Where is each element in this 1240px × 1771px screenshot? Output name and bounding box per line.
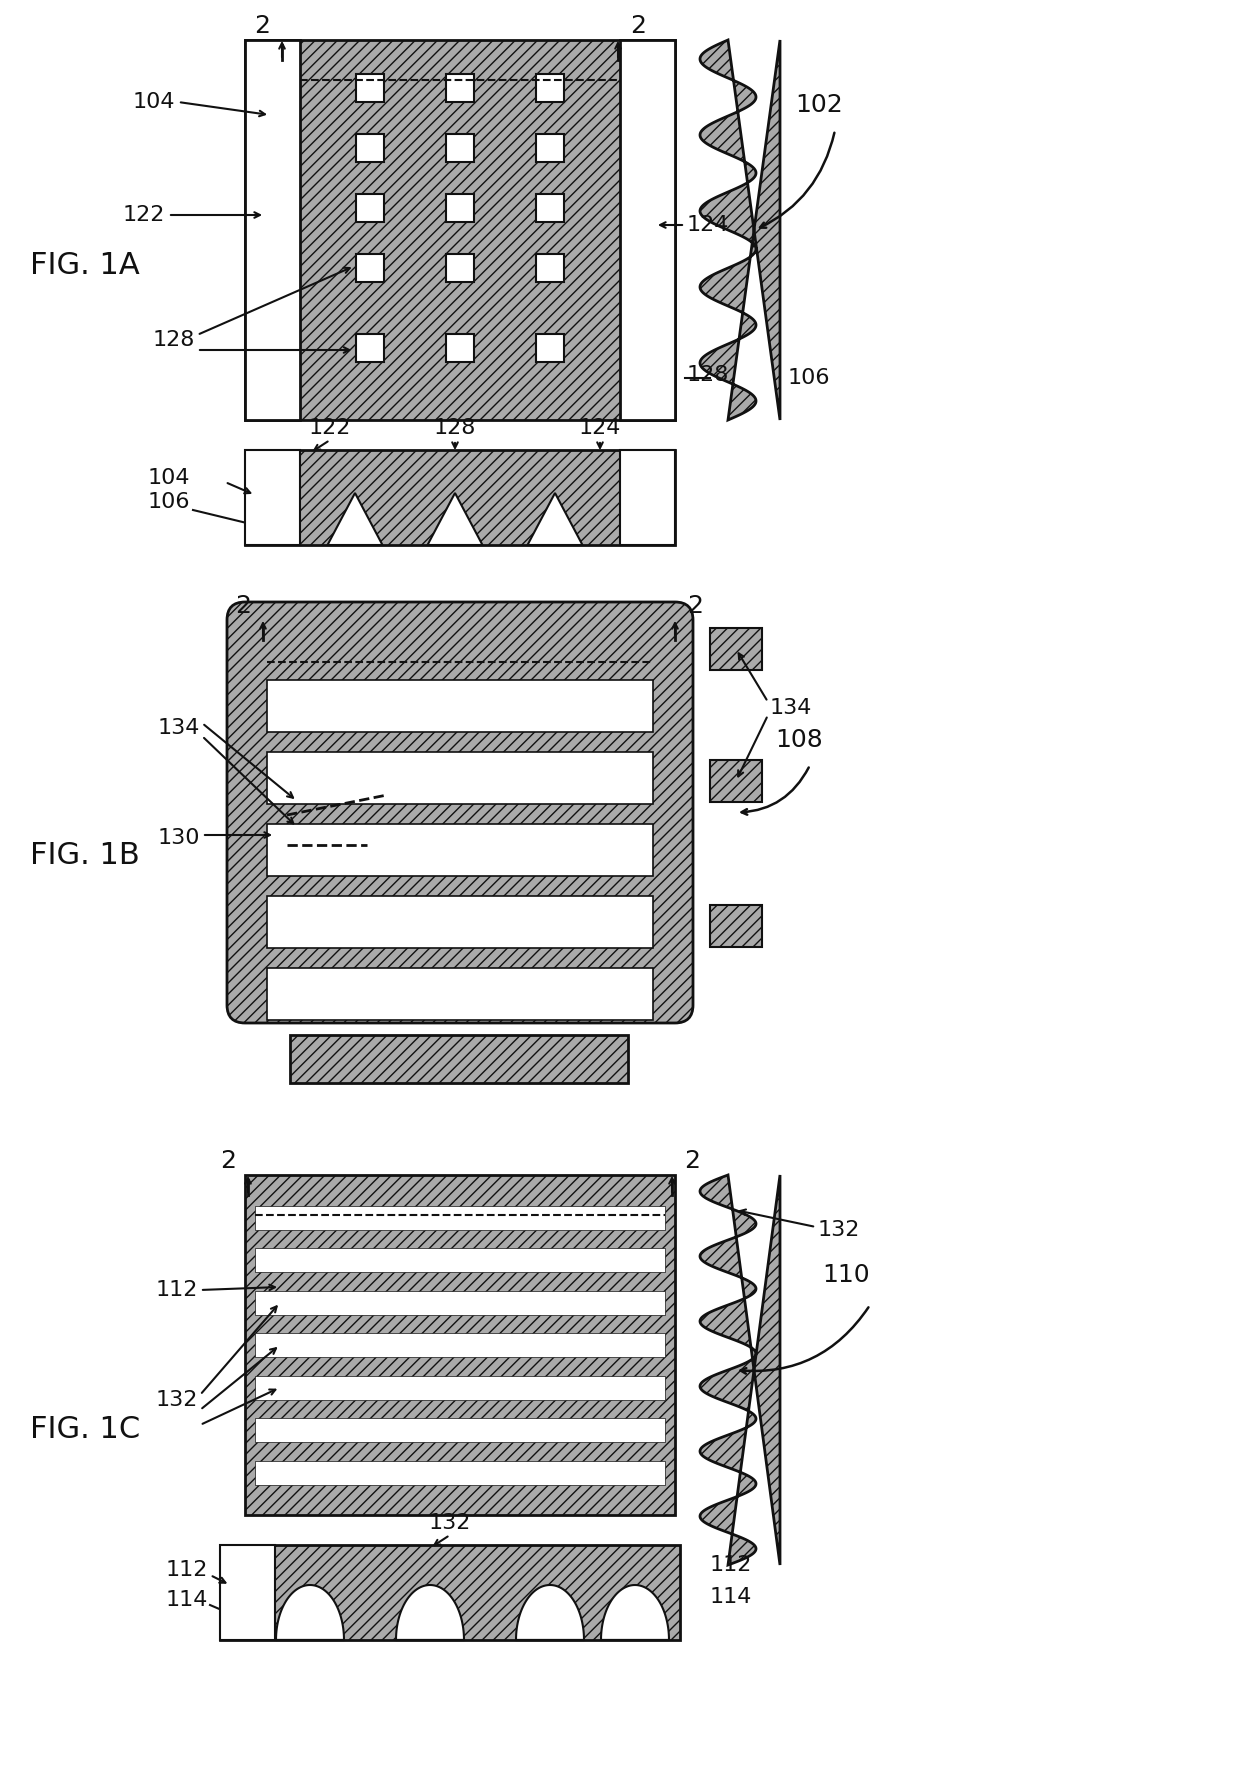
Text: 128: 128 <box>687 365 729 384</box>
Text: 104: 104 <box>148 468 190 489</box>
Text: 132: 132 <box>429 1512 471 1534</box>
Bar <box>219 1544 275 1640</box>
Bar <box>255 1206 665 1229</box>
Bar <box>446 195 474 221</box>
Bar <box>711 629 763 669</box>
Text: 102: 102 <box>795 94 843 117</box>
Polygon shape <box>701 1174 780 1566</box>
Text: 124: 124 <box>579 418 621 437</box>
Text: 104: 104 <box>133 92 175 112</box>
Bar <box>246 450 300 545</box>
Bar <box>446 135 474 161</box>
Bar <box>290 1034 627 1084</box>
Text: 112: 112 <box>156 1280 198 1300</box>
Bar <box>267 680 653 731</box>
Polygon shape <box>396 1585 464 1640</box>
Bar <box>246 41 675 420</box>
Text: 112: 112 <box>711 1555 753 1574</box>
Bar <box>446 74 474 103</box>
Bar <box>356 195 384 221</box>
Bar <box>267 824 653 877</box>
Bar <box>536 253 564 282</box>
Bar <box>246 450 675 545</box>
Bar <box>267 969 653 1020</box>
Bar <box>711 760 763 802</box>
Text: 108: 108 <box>775 728 823 753</box>
Bar <box>246 41 300 420</box>
Polygon shape <box>277 1585 343 1640</box>
Bar <box>356 335 384 361</box>
Polygon shape <box>327 492 382 545</box>
Text: 2: 2 <box>684 1149 701 1172</box>
Polygon shape <box>527 492 583 545</box>
Bar <box>536 335 564 361</box>
Bar <box>620 450 675 545</box>
Bar <box>246 1174 675 1514</box>
Bar <box>255 1291 665 1314</box>
Text: 134: 134 <box>157 717 200 739</box>
Bar <box>255 1419 665 1442</box>
Bar <box>620 41 675 420</box>
Polygon shape <box>428 492 482 545</box>
Bar <box>536 74 564 103</box>
Text: FIG. 1C: FIG. 1C <box>30 1415 140 1445</box>
Bar <box>255 1376 665 1399</box>
Text: 106: 106 <box>787 368 831 388</box>
Text: 110: 110 <box>822 1263 869 1288</box>
Text: 122: 122 <box>123 205 165 225</box>
Text: 132: 132 <box>818 1220 861 1240</box>
Text: 124: 124 <box>687 214 729 236</box>
Text: 112: 112 <box>166 1560 208 1580</box>
Polygon shape <box>701 41 780 420</box>
Bar <box>536 135 564 161</box>
Bar <box>255 1461 665 1484</box>
Text: 2: 2 <box>630 14 646 37</box>
Bar <box>446 253 474 282</box>
Text: 114: 114 <box>711 1587 753 1606</box>
Bar <box>536 195 564 221</box>
Text: 2: 2 <box>687 593 703 618</box>
Bar <box>267 896 653 947</box>
Bar <box>446 335 474 361</box>
Bar <box>356 135 384 161</box>
Bar <box>255 1334 665 1357</box>
Text: FIG. 1A: FIG. 1A <box>30 250 140 280</box>
Polygon shape <box>516 1585 584 1640</box>
Bar <box>711 905 763 947</box>
Text: 2: 2 <box>219 1149 236 1172</box>
Bar <box>356 74 384 103</box>
Bar <box>356 253 384 282</box>
Text: 2: 2 <box>236 593 250 618</box>
Text: 130: 130 <box>157 829 200 848</box>
Text: FIG. 1B: FIG. 1B <box>30 841 140 870</box>
Text: 134: 134 <box>770 698 812 717</box>
Bar <box>267 753 653 804</box>
Bar <box>219 1544 680 1640</box>
Text: 128: 128 <box>434 418 476 437</box>
Text: 106: 106 <box>148 492 190 512</box>
Text: 128: 128 <box>153 329 195 351</box>
Text: 122: 122 <box>309 418 351 437</box>
Text: 114: 114 <box>166 1590 208 1610</box>
Text: 132: 132 <box>156 1390 198 1410</box>
Bar <box>255 1249 665 1272</box>
FancyBboxPatch shape <box>227 602 693 1024</box>
Polygon shape <box>601 1585 670 1640</box>
Text: 2: 2 <box>254 14 270 37</box>
